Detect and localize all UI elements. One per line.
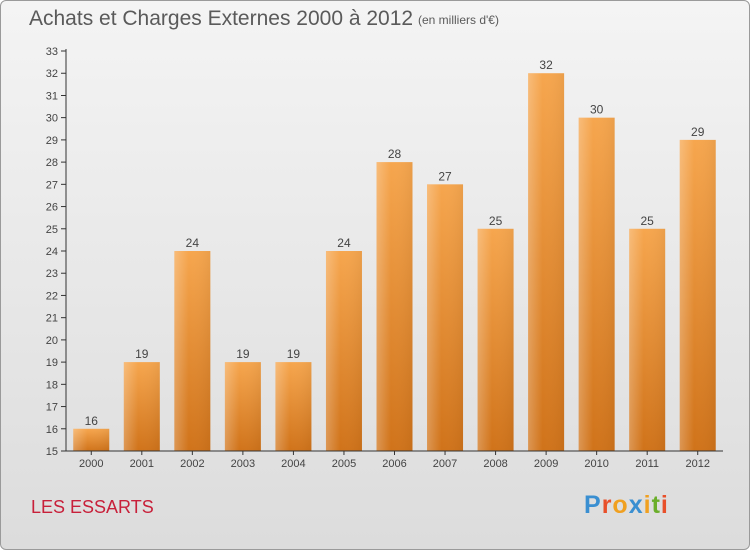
bar-data-label: 24 — [186, 236, 200, 250]
bar-data-label: 25 — [641, 214, 655, 228]
x-tick-label: 2007 — [433, 458, 457, 470]
bar-shine — [477, 228, 514, 451]
bars: 16 19 24 19 19 24 28 27 25 32 30 25 29 — [73, 58, 716, 452]
x-tick-label: 2005 — [332, 458, 356, 470]
x-tick-label: 2009 — [534, 458, 558, 470]
x-tick-label: 2011 — [635, 458, 659, 470]
y-tick-label: 22 — [46, 290, 58, 302]
bar-shine — [224, 362, 261, 451]
bar-data-label: 28 — [388, 147, 402, 161]
bar-shine — [275, 362, 312, 451]
chart-subtitle: (en milliers d'€) — [418, 13, 499, 27]
bar-shine — [679, 139, 716, 451]
bar-shine — [325, 251, 362, 451]
bar-data-label: 19 — [287, 347, 301, 361]
bar-data-label: 24 — [337, 236, 351, 250]
y-tick-label: 33 — [46, 46, 58, 58]
bar-shine — [427, 184, 464, 452]
chart-title: Achats et Charges Externes 2000 à 2012 — [29, 7, 414, 30]
y-tick-label: 16 — [46, 424, 58, 436]
y-tick-label: 18 — [46, 379, 58, 391]
bar-data-label: 29 — [691, 125, 705, 139]
bar-data-label: 16 — [85, 414, 99, 428]
y-tick-label: 20 — [46, 335, 58, 347]
x-tick-label: 2000 — [79, 458, 103, 470]
y-tick-label: 15 — [46, 446, 58, 458]
x-axis: 2000 2001 2002 2003 2004 2005 2006 2007 2008 2009… — [66, 450, 723, 470]
proxiti-logo: Proxiti — [584, 491, 669, 519]
bar-chart: 15 16 17 18 19 20 21 22 23 24 25 26 27 28 29 30 31 32 33 1… — [46, 46, 723, 470]
bar-data-label: 19 — [135, 347, 149, 361]
bar-data-label: 27 — [438, 169, 452, 183]
x-tick-label: 2001 — [130, 458, 154, 470]
bar-shine — [73, 428, 110, 451]
bar-data-label: 30 — [590, 103, 604, 117]
y-tick-label: 32 — [46, 68, 58, 80]
y-tick-label: 23 — [46, 268, 58, 280]
x-tick-label: 2012 — [685, 458, 709, 470]
x-tick-label: 2002 — [180, 458, 204, 470]
bar-data-label: 25 — [489, 214, 503, 228]
y-tick-label: 30 — [46, 113, 58, 125]
bar-shine — [174, 251, 211, 451]
y-tick-label: 25 — [46, 224, 58, 236]
x-tick-label: 2003 — [231, 458, 255, 470]
x-tick-label: 2006 — [382, 458, 406, 470]
y-tick-label: 27 — [46, 179, 58, 191]
bar-data-label: 32 — [539, 58, 553, 72]
bar-shine — [376, 162, 413, 451]
y-tick-label: 19 — [46, 357, 58, 369]
bar-shine — [629, 228, 666, 451]
y-tick-label: 26 — [46, 202, 58, 214]
y-tick-label: 28 — [46, 157, 58, 169]
y-tick-label: 31 — [46, 90, 58, 102]
bar-shine — [123, 362, 160, 451]
y-tick-label: 17 — [46, 402, 58, 414]
bar-shine — [528, 73, 565, 451]
y-tick-label: 29 — [46, 135, 58, 147]
x-tick-label: 2008 — [483, 458, 507, 470]
commune-name: LES ESSARTS — [31, 497, 154, 517]
x-tick-label: 2010 — [584, 458, 608, 470]
y-axis: 15 16 17 18 19 20 21 22 23 24 25 26 27 28 29 30 31 32 33 — [46, 46, 67, 458]
bar-data-label: 19 — [236, 347, 250, 361]
y-tick-label: 24 — [46, 246, 58, 258]
x-tick-label: 2004 — [281, 458, 305, 470]
bar-shine — [578, 117, 615, 452]
y-tick-label: 21 — [46, 313, 58, 325]
